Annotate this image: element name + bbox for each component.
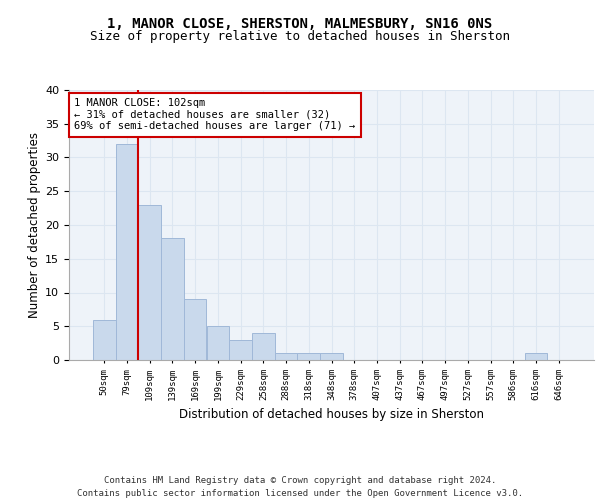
Bar xyxy=(93,320,116,360)
Bar xyxy=(320,353,343,360)
X-axis label: Distribution of detached houses by size in Sherston: Distribution of detached houses by size … xyxy=(179,408,484,421)
Bar xyxy=(116,144,139,360)
Bar xyxy=(229,340,252,360)
Bar xyxy=(275,353,298,360)
Bar xyxy=(298,353,320,360)
Y-axis label: Number of detached properties: Number of detached properties xyxy=(28,132,41,318)
Bar xyxy=(206,326,229,360)
Text: 1, MANOR CLOSE, SHERSTON, MALMESBURY, SN16 0NS: 1, MANOR CLOSE, SHERSTON, MALMESBURY, SN… xyxy=(107,18,493,32)
Text: Contains HM Land Registry data © Crown copyright and database right 2024.
Contai: Contains HM Land Registry data © Crown c… xyxy=(77,476,523,498)
Bar xyxy=(252,333,275,360)
Text: 1 MANOR CLOSE: 102sqm
← 31% of detached houses are smaller (32)
69% of semi-deta: 1 MANOR CLOSE: 102sqm ← 31% of detached … xyxy=(74,98,355,132)
Bar xyxy=(184,299,206,360)
Bar xyxy=(161,238,184,360)
Bar xyxy=(139,205,161,360)
Text: Size of property relative to detached houses in Sherston: Size of property relative to detached ho… xyxy=(90,30,510,43)
Bar xyxy=(524,353,547,360)
